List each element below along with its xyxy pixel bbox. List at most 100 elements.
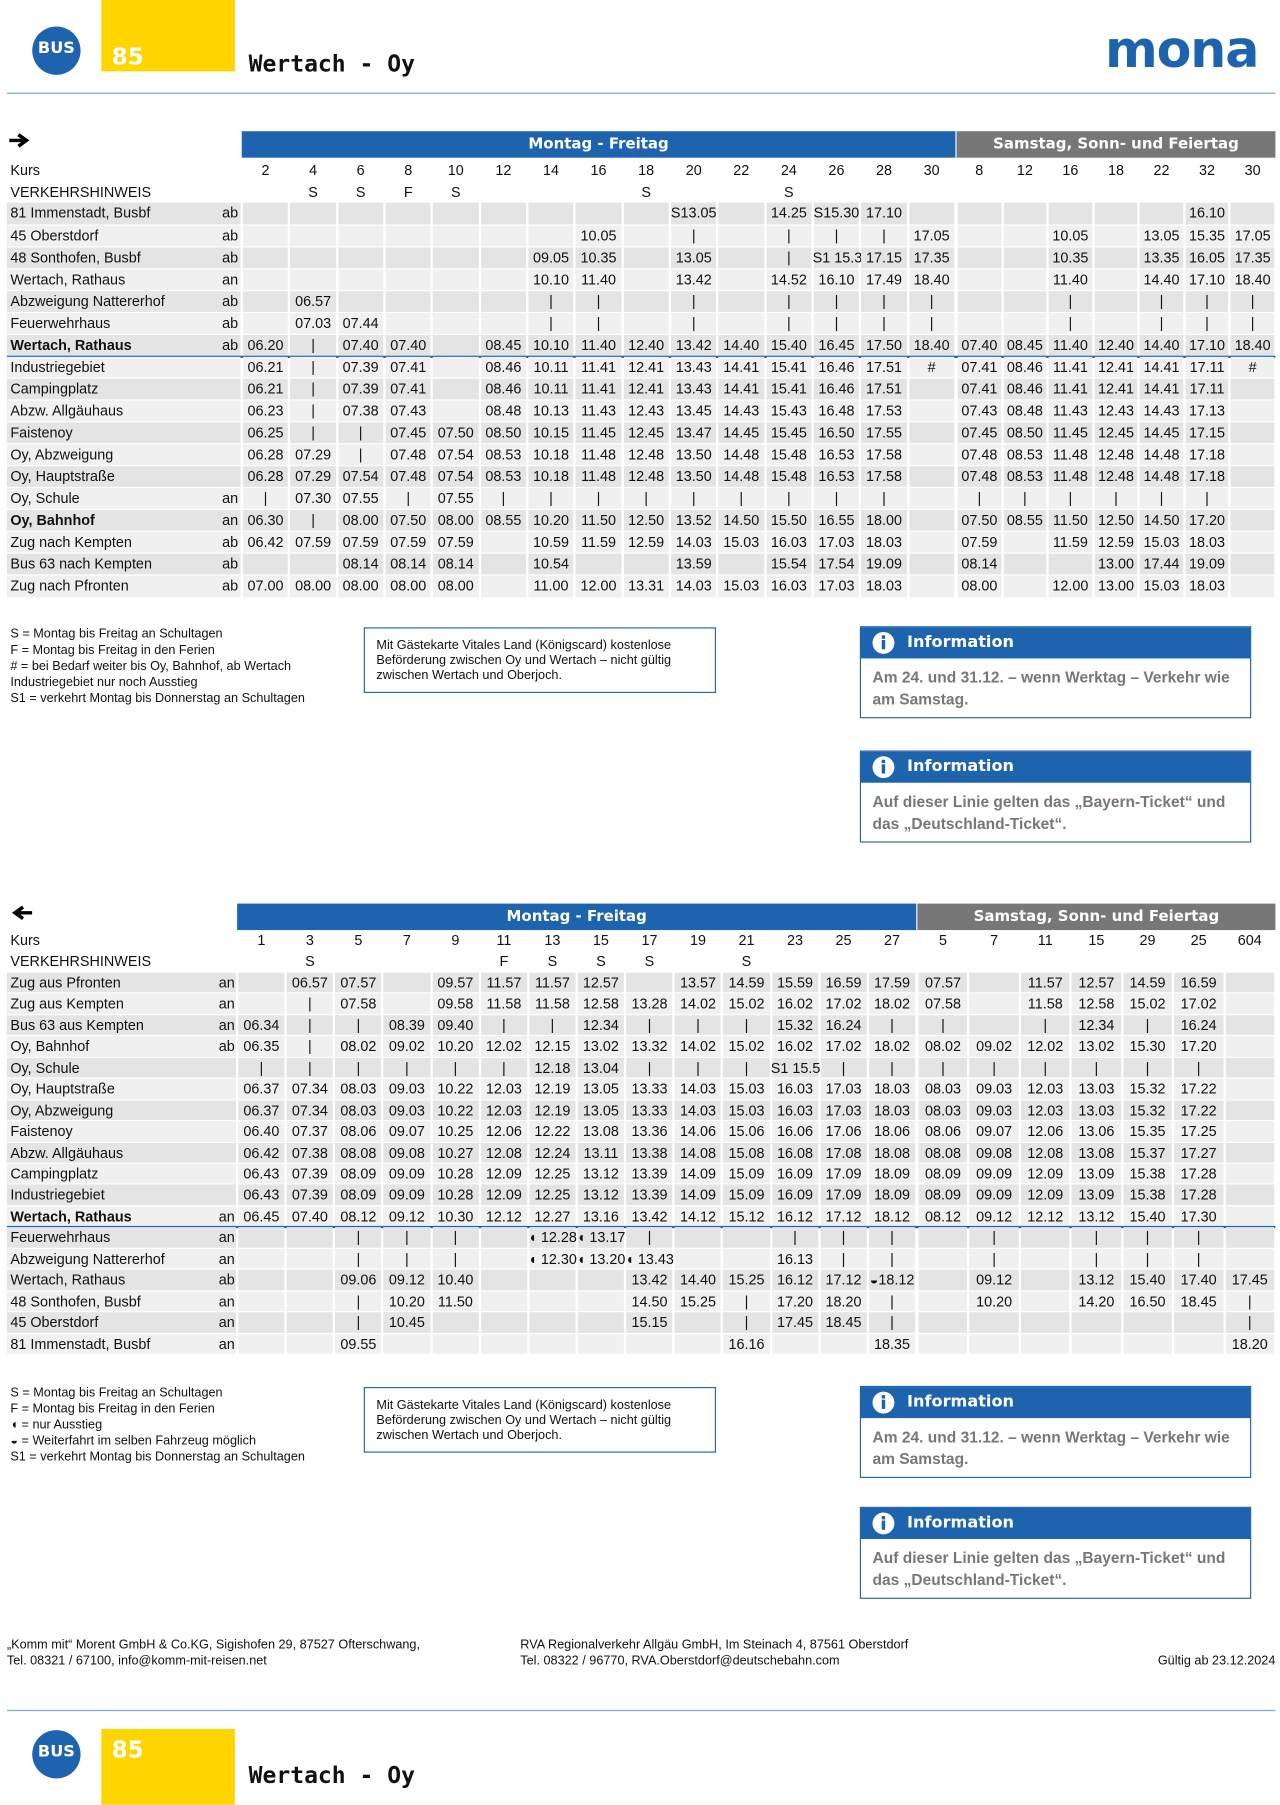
cell-bg — [528, 378, 574, 400]
time: 15.37 — [1129, 1144, 1166, 1161]
cell-bg — [480, 1206, 528, 1227]
cell-bg — [286, 1184, 333, 1206]
cell-bg — [918, 1333, 968, 1354]
cell-bg — [813, 554, 860, 575]
time: | — [1196, 1251, 1201, 1268]
cell-bg — [969, 1291, 1019, 1312]
cell-bg — [820, 993, 867, 1014]
time: 18.08 — [873, 1144, 910, 1161]
time: 12.59 — [1097, 534, 1134, 551]
cell-bg — [1020, 1312, 1070, 1333]
cell-bg — [861, 466, 907, 488]
hint: S — [308, 184, 318, 201]
cell-bg — [528, 554, 574, 575]
cell-bg — [861, 510, 907, 532]
time: 15.30 — [1129, 1038, 1166, 1055]
time: | — [1022, 490, 1027, 507]
cell-bg — [1071, 1099, 1121, 1121]
cell-bg — [820, 1142, 867, 1163]
time: 13.33 — [631, 1080, 668, 1098]
time: 14.20 — [1078, 1293, 1115, 1310]
cell-bg — [908, 488, 955, 510]
cell-bg — [1230, 400, 1275, 422]
time: 08.12 — [924, 1208, 961, 1225]
time: 17.28 — [1180, 1187, 1217, 1204]
time: 10.40 — [437, 1272, 474, 1289]
cell-bg — [385, 488, 431, 510]
cell-bg — [1071, 1163, 1121, 1184]
time: 11.48 — [581, 468, 617, 485]
time: | — [841, 1059, 846, 1076]
cell-bg — [626, 972, 673, 993]
cell-bg — [238, 1163, 285, 1184]
cell-bg — [286, 1078, 333, 1099]
time: 16.03 — [770, 578, 807, 595]
cell-bg — [1139, 356, 1184, 378]
time: 09.07 — [976, 1123, 1013, 1140]
time: | — [1094, 1229, 1099, 1246]
cell-bg — [238, 1291, 285, 1312]
cell-bg — [1123, 1099, 1172, 1121]
time: | — [1068, 490, 1073, 507]
cell-bg — [290, 422, 336, 444]
cell-bg — [766, 203, 812, 224]
cell-bg — [1123, 1036, 1172, 1057]
cell-bg — [861, 532, 907, 553]
time: 07.43 — [961, 402, 998, 419]
cell-bg — [1003, 532, 1047, 553]
cell-bg — [1123, 1270, 1172, 1291]
time: | — [1205, 315, 1209, 332]
row-bg — [6, 203, 241, 224]
time: 14.12 — [679, 1208, 716, 1225]
time: 09.09 — [976, 1166, 1013, 1183]
cell-bg — [338, 400, 384, 422]
cell-bg — [529, 1057, 576, 1078]
time: | — [1250, 315, 1255, 332]
time: 08.00 — [437, 578, 474, 595]
time: 11.57 — [1027, 974, 1063, 991]
time: 06.30 — [247, 512, 284, 529]
time: 11.50 — [1052, 512, 1088, 529]
cell-bg — [718, 290, 764, 312]
time: 16.05 — [1189, 249, 1226, 266]
time: 13.09 — [1078, 1166, 1115, 1183]
cell-bg — [385, 268, 431, 290]
row-bg — [6, 334, 241, 356]
time: 10.27 — [437, 1144, 474, 1161]
cell-bg — [674, 1333, 722, 1354]
time: 18.03 — [1189, 578, 1226, 595]
time: | — [308, 1059, 312, 1076]
time: 08.09 — [924, 1187, 961, 1204]
time: | — [882, 315, 886, 332]
cell-bg — [1048, 334, 1093, 356]
time: 15.54 — [770, 556, 807, 573]
time: 12.09 — [1027, 1166, 1064, 1183]
cell-bg — [671, 510, 717, 532]
cell-bg — [480, 1184, 528, 1206]
time: 06.37 — [243, 1080, 280, 1098]
cell-bg — [528, 488, 574, 510]
cell-bg — [385, 312, 431, 334]
cell-bg — [723, 1142, 770, 1163]
time: 13.08 — [1078, 1144, 1115, 1161]
time: 13.31 — [628, 578, 665, 595]
cell-bg — [432, 1312, 479, 1333]
cell-bg — [908, 334, 955, 356]
cell-bg — [480, 510, 527, 532]
cell-bg — [577, 1270, 625, 1291]
cell-bg — [385, 225, 431, 246]
cell-bg — [820, 1057, 867, 1078]
time: 07.38 — [342, 402, 379, 419]
time: 16.50 — [818, 424, 855, 441]
cell-bg — [1230, 246, 1275, 268]
time: | — [1068, 293, 1073, 310]
cell-bg — [1071, 993, 1121, 1014]
time: 13.12 — [582, 1187, 619, 1204]
time: 13.50 — [675, 468, 712, 485]
cell-bg — [718, 466, 764, 488]
time: 13.42 — [675, 271, 712, 288]
cell-bg — [528, 356, 574, 378]
time: 12.34 — [1078, 1017, 1115, 1034]
time: 17.58 — [866, 468, 903, 485]
